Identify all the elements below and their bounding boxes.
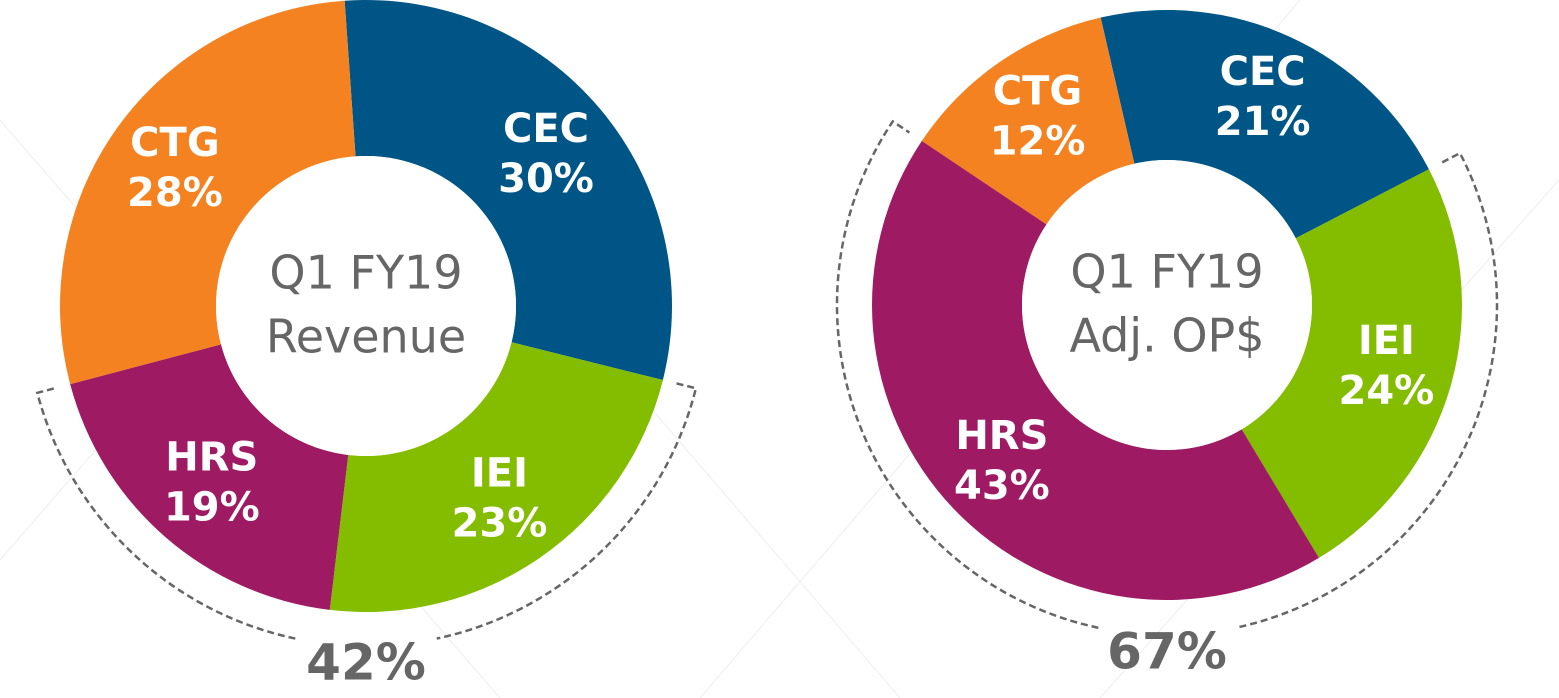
segment-value: 24% [1339,368,1435,414]
center-label: Q1 FY19 [269,246,462,300]
segment-value: 43% [954,463,1050,509]
donut-segment [60,0,356,385]
donut-hole [216,156,516,456]
segment-category: CEC [503,106,589,152]
segment-value: 30% [498,156,594,202]
bracket [835,119,1499,630]
donut-segment [329,342,663,612]
segment-value: 19% [164,484,260,530]
segment-value: 21% [1215,99,1311,145]
segment-value: 12% [990,118,1086,164]
donut-hole [1022,160,1312,450]
segment-category: CTG [130,120,219,166]
segment-value: 28% [127,170,223,216]
donut-segment [871,140,1319,601]
bracket [35,382,698,640]
donut-segment [921,17,1135,225]
donut-segment [344,0,672,381]
segment-category: IEI [471,450,528,496]
segment-category: HRS [165,434,258,480]
segment-category: IEI [1358,318,1415,364]
segment-category: CEC [1220,49,1306,95]
bracket-total: 67% [1107,623,1227,681]
segment-category: HRS [955,413,1048,459]
segment-value: 23% [452,500,548,546]
bracket-total: 42% [306,634,426,692]
donut-segment [70,344,349,610]
center-label: Q1 FY19 [1070,245,1263,299]
donut-segment [1241,169,1462,558]
center-label: Revenue [266,310,466,364]
center-label: Adj. OP$ [1069,309,1264,363]
segment-category: CTG [993,68,1082,114]
donut-segment [1100,9,1429,239]
